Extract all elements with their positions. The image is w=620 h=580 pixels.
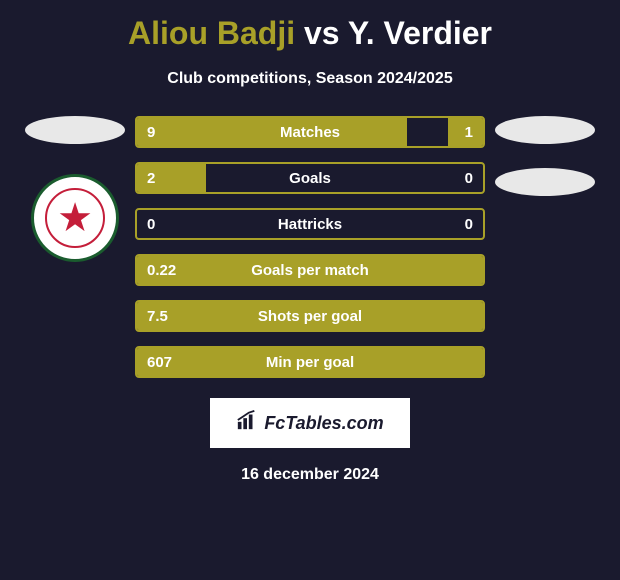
left-column: ★ (15, 116, 135, 262)
title-vs: vs (304, 15, 340, 51)
stat-value-right: 1 (465, 124, 473, 141)
title-player1: Aliou Badji (128, 15, 295, 51)
title-player2: Y. Verdier (348, 15, 492, 51)
stat-value-left: 607 (147, 354, 172, 371)
stats-column: 9 Matches 1 2 Goals 0 0 Hattricks 0 0.22 Goals per… (135, 116, 485, 378)
club-badge: ★ (31, 174, 119, 262)
stat-value-left: 9 (147, 124, 155, 141)
stat-value-left: 2 (147, 170, 155, 187)
stat-label: Matches (280, 124, 340, 141)
footer-logo-text: FcTables.com (264, 413, 383, 434)
stat-label: Min per goal (266, 354, 354, 371)
player1-avatar-placeholder (25, 116, 125, 144)
stat-value-left: 7.5 (147, 308, 168, 325)
stat-bar-min-per-goal: 607 Min per goal (135, 346, 485, 378)
stat-bar-goals-per-match: 0.22 Goals per match (135, 254, 485, 286)
star-icon: ★ (57, 198, 93, 238)
stat-label: Goals (289, 170, 331, 187)
page-title: Aliou Badji vs Y. Verdier (128, 15, 492, 52)
content-row: ★ 9 Matches 1 2 Goals 0 0 Hattricks 0 0.22 Goals p… (10, 116, 610, 378)
stat-label: Hattricks (278, 216, 342, 233)
footer-logo[interactable]: FcTables.com (210, 398, 410, 448)
stat-bar-shots-per-goal: 7.5 Shots per goal (135, 300, 485, 332)
subtitle: Club competitions, Season 2024/2025 (167, 70, 452, 88)
player2-club-placeholder (495, 168, 595, 196)
stat-bar-goals: 2 Goals 0 (135, 162, 485, 194)
stat-label: Shots per goal (258, 308, 362, 325)
stat-value-left: 0.22 (147, 262, 176, 279)
stat-value-right: 0 (465, 216, 473, 233)
stat-value-left: 0 (147, 216, 155, 233)
stat-label: Goals per match (251, 262, 369, 279)
stat-bar-hattricks: 0 Hattricks 0 (135, 208, 485, 240)
main-container: Aliou Badji vs Y. Verdier Club competiti… (0, 0, 620, 499)
stat-fill-left (137, 118, 407, 146)
right-column (485, 116, 605, 220)
footer-date: 16 december 2024 (241, 466, 379, 484)
stat-bar-matches: 9 Matches 1 (135, 116, 485, 148)
chart-icon (236, 409, 258, 437)
player2-avatar-placeholder (495, 116, 595, 144)
stat-value-right: 0 (465, 170, 473, 187)
club-badge-inner: ★ (45, 188, 105, 248)
